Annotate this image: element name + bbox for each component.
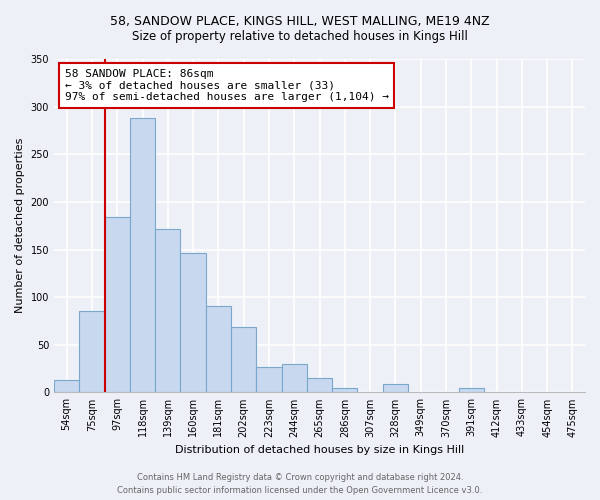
Bar — [54, 380, 79, 392]
X-axis label: Distribution of detached houses by size in Kings Hill: Distribution of detached houses by size … — [175, 445, 464, 455]
Bar — [307, 378, 332, 392]
Bar — [383, 384, 408, 392]
Bar — [458, 388, 484, 392]
Bar — [231, 326, 256, 392]
Y-axis label: Number of detached properties: Number of detached properties — [15, 138, 25, 314]
Bar — [181, 254, 206, 392]
Text: Contains HM Land Registry data © Crown copyright and database right 2024.
Contai: Contains HM Land Registry data © Crown c… — [118, 474, 482, 495]
Bar — [130, 118, 155, 392]
Bar — [206, 306, 231, 392]
Bar — [155, 228, 181, 392]
Bar — [281, 364, 307, 392]
Bar — [104, 217, 130, 392]
Bar — [79, 312, 104, 392]
Text: Size of property relative to detached houses in Kings Hill: Size of property relative to detached ho… — [132, 30, 468, 43]
Text: 58 SANDOW PLACE: 86sqm
← 3% of detached houses are smaller (33)
97% of semi-deta: 58 SANDOW PLACE: 86sqm ← 3% of detached … — [65, 69, 389, 102]
Text: 58, SANDOW PLACE, KINGS HILL, WEST MALLING, ME19 4NZ: 58, SANDOW PLACE, KINGS HILL, WEST MALLI… — [110, 15, 490, 28]
Bar — [332, 388, 358, 392]
Bar — [256, 366, 281, 392]
